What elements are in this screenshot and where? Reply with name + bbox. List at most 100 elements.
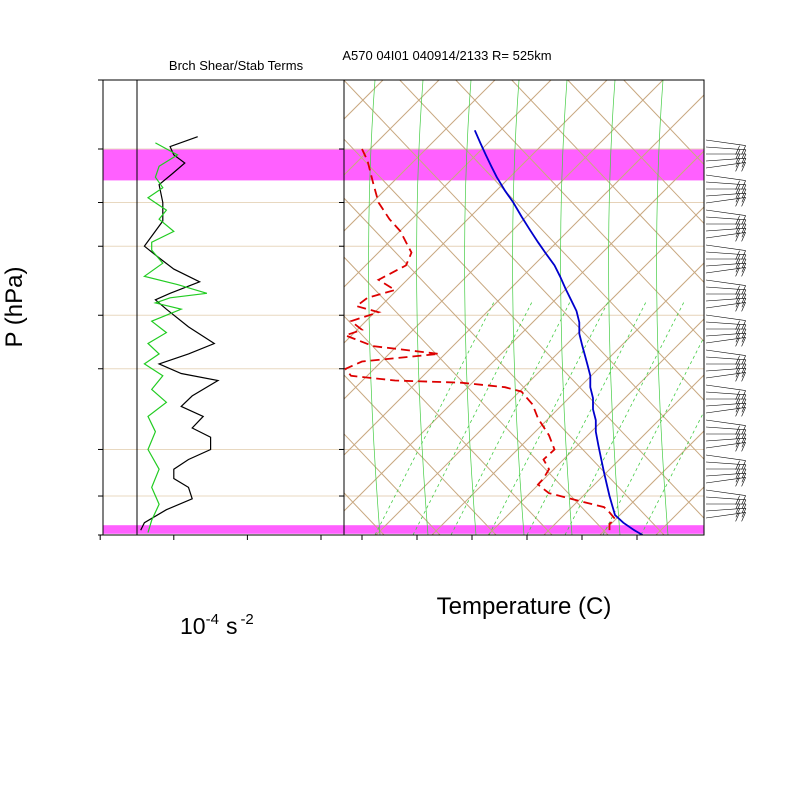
wind-barb-flag — [741, 320, 746, 330]
skewt-mixing-ratio-line — [640, 410, 704, 535]
wind-barb-flag — [741, 372, 746, 382]
wind-barb-staff — [705, 162, 746, 169]
wind-barb-flag — [741, 232, 746, 242]
skewt-moist-adiabat-line — [608, 80, 621, 535]
brch-xlabel-base: 10 — [180, 613, 206, 639]
wind-barb-flag — [735, 355, 740, 365]
wind-barb-flag — [741, 162, 746, 172]
wind-barb-flag — [741, 197, 746, 207]
wind-barb-flag — [735, 145, 740, 155]
skewt-mixing-ratio-line — [488, 299, 610, 535]
temperature-profile-line — [473, 129, 643, 535]
wind-barb-staff — [705, 262, 746, 267]
skewt-isotherm-line — [431, 262, 704, 535]
brch-frame — [102, 79, 345, 536]
wind-barb-flag — [735, 438, 741, 448]
wind-barb-flag — [735, 390, 740, 400]
wind-barb-staff — [705, 232, 746, 239]
skewt-dry-adiabat-line — [567, 80, 704, 225]
wind-barb-staff — [705, 402, 746, 407]
wind-barb-flag — [735, 337, 740, 347]
wind-barb-staff — [705, 174, 746, 181]
dewpoint-profile-line — [344, 148, 617, 535]
skewt-isotherm-line — [768, 80, 800, 535]
wind-barb-flag — [741, 442, 746, 452]
wind-barb-flag — [741, 145, 746, 155]
wind-barb-flag — [741, 512, 746, 522]
wind-barb-flag — [735, 368, 741, 378]
highlight-band — [103, 525, 704, 534]
wind-barb-staff — [705, 461, 746, 466]
wind-barb-flag — [741, 302, 746, 312]
wind-barb-flag — [735, 250, 740, 260]
wind-barb-flag — [735, 302, 740, 312]
wind-barb-staff — [705, 454, 746, 461]
skewt-title: A570 04I01 040914/2133 R= 525km — [342, 48, 551, 63]
skewt-mixing-ratio-line — [374, 299, 496, 535]
wind-barb-staff — [705, 489, 746, 496]
skewt-mixing-ratio-line — [564, 299, 686, 535]
skewt-moist-adiabat-line — [368, 80, 381, 535]
brch-panel: Brch Shear/Stab Terms P (hPa) 10-4 s -2 — [1, 58, 345, 639]
wind-barb-staff — [705, 384, 746, 391]
skewt-moist-adiabat-line — [464, 80, 477, 535]
skewt-dry-adiabat-line — [623, 80, 704, 166]
wind-barb-flag — [741, 180, 746, 190]
skewt-isotherm-line — [0, 80, 215, 535]
brch-series — [140, 136, 220, 533]
wind-barb-staff — [705, 472, 746, 477]
wind-barb-staff — [705, 139, 746, 146]
wind-barb-flag — [735, 158, 741, 168]
skewt-mixing-ratio-line — [526, 299, 648, 535]
wind-barb-staff — [705, 407, 746, 414]
skewt-isotherm-line — [344, 80, 608, 344]
wind-barb-flag — [741, 460, 746, 470]
wind-barb-flag — [735, 320, 740, 330]
skewt-dry-adiabat-line — [344, 256, 609, 535]
wind-barb-flag — [741, 495, 746, 505]
skewt-dry-adiabat-line — [344, 433, 441, 535]
skewt-isotherm-line — [344, 80, 664, 400]
wind-barb-staff — [705, 349, 746, 356]
wind-barb-staff — [705, 356, 746, 361]
wind-barb-flag — [735, 180, 740, 190]
wind-barb-staff — [705, 197, 746, 204]
skewt-moist-adiabat-line — [512, 80, 525, 535]
brch-series-black-line — [140, 136, 220, 531]
wind-barb-staff — [705, 314, 746, 321]
skewt-isotherm-line — [344, 80, 496, 232]
skewt-isotherm-line — [344, 80, 552, 288]
wind-barb-flag — [741, 267, 746, 277]
wind-barb-flag — [741, 250, 746, 260]
wind-barb-staff — [705, 297, 746, 302]
skewt-isotherm-line — [0, 80, 271, 535]
skewt-isotherm-line — [344, 80, 440, 176]
wind-barb-flag — [735, 162, 740, 172]
skewt-isotherm-line — [344, 150, 704, 512]
highlight-bands — [103, 148, 704, 534]
wind-barb-flag — [735, 193, 741, 203]
skewt-mixing-ratio-line — [450, 299, 572, 535]
wind-barb-flag — [735, 442, 740, 452]
wind-barb-flag — [741, 390, 746, 400]
brch-x-ticks — [99, 535, 322, 540]
brch-ylabel: P (hPa) — [1, 267, 28, 348]
wind-barb-staff — [705, 216, 746, 221]
wind-barb-flag — [735, 298, 741, 308]
wind-barb-staff — [705, 507, 746, 512]
wind-barb-flag — [735, 197, 740, 207]
brch-xlabel-unit: s — [226, 613, 238, 639]
highlight-band — [103, 148, 704, 181]
skewt-frame — [343, 79, 705, 536]
skewt-xlabel: Temperature (C) — [437, 593, 612, 620]
wind-barb-staff — [705, 244, 746, 251]
wind-barb-flag — [735, 473, 741, 483]
skewt-mixing-ratio-line — [602, 336, 704, 535]
wind-barb-staff — [705, 302, 746, 309]
wind-barb-staff — [705, 367, 746, 372]
skewt-background-lines — [0, 80, 800, 535]
skewt-isotherm-line — [599, 430, 704, 535]
wind-barb-flag — [741, 337, 746, 347]
brch-xlabel-unit-exp: -2 — [240, 611, 253, 628]
